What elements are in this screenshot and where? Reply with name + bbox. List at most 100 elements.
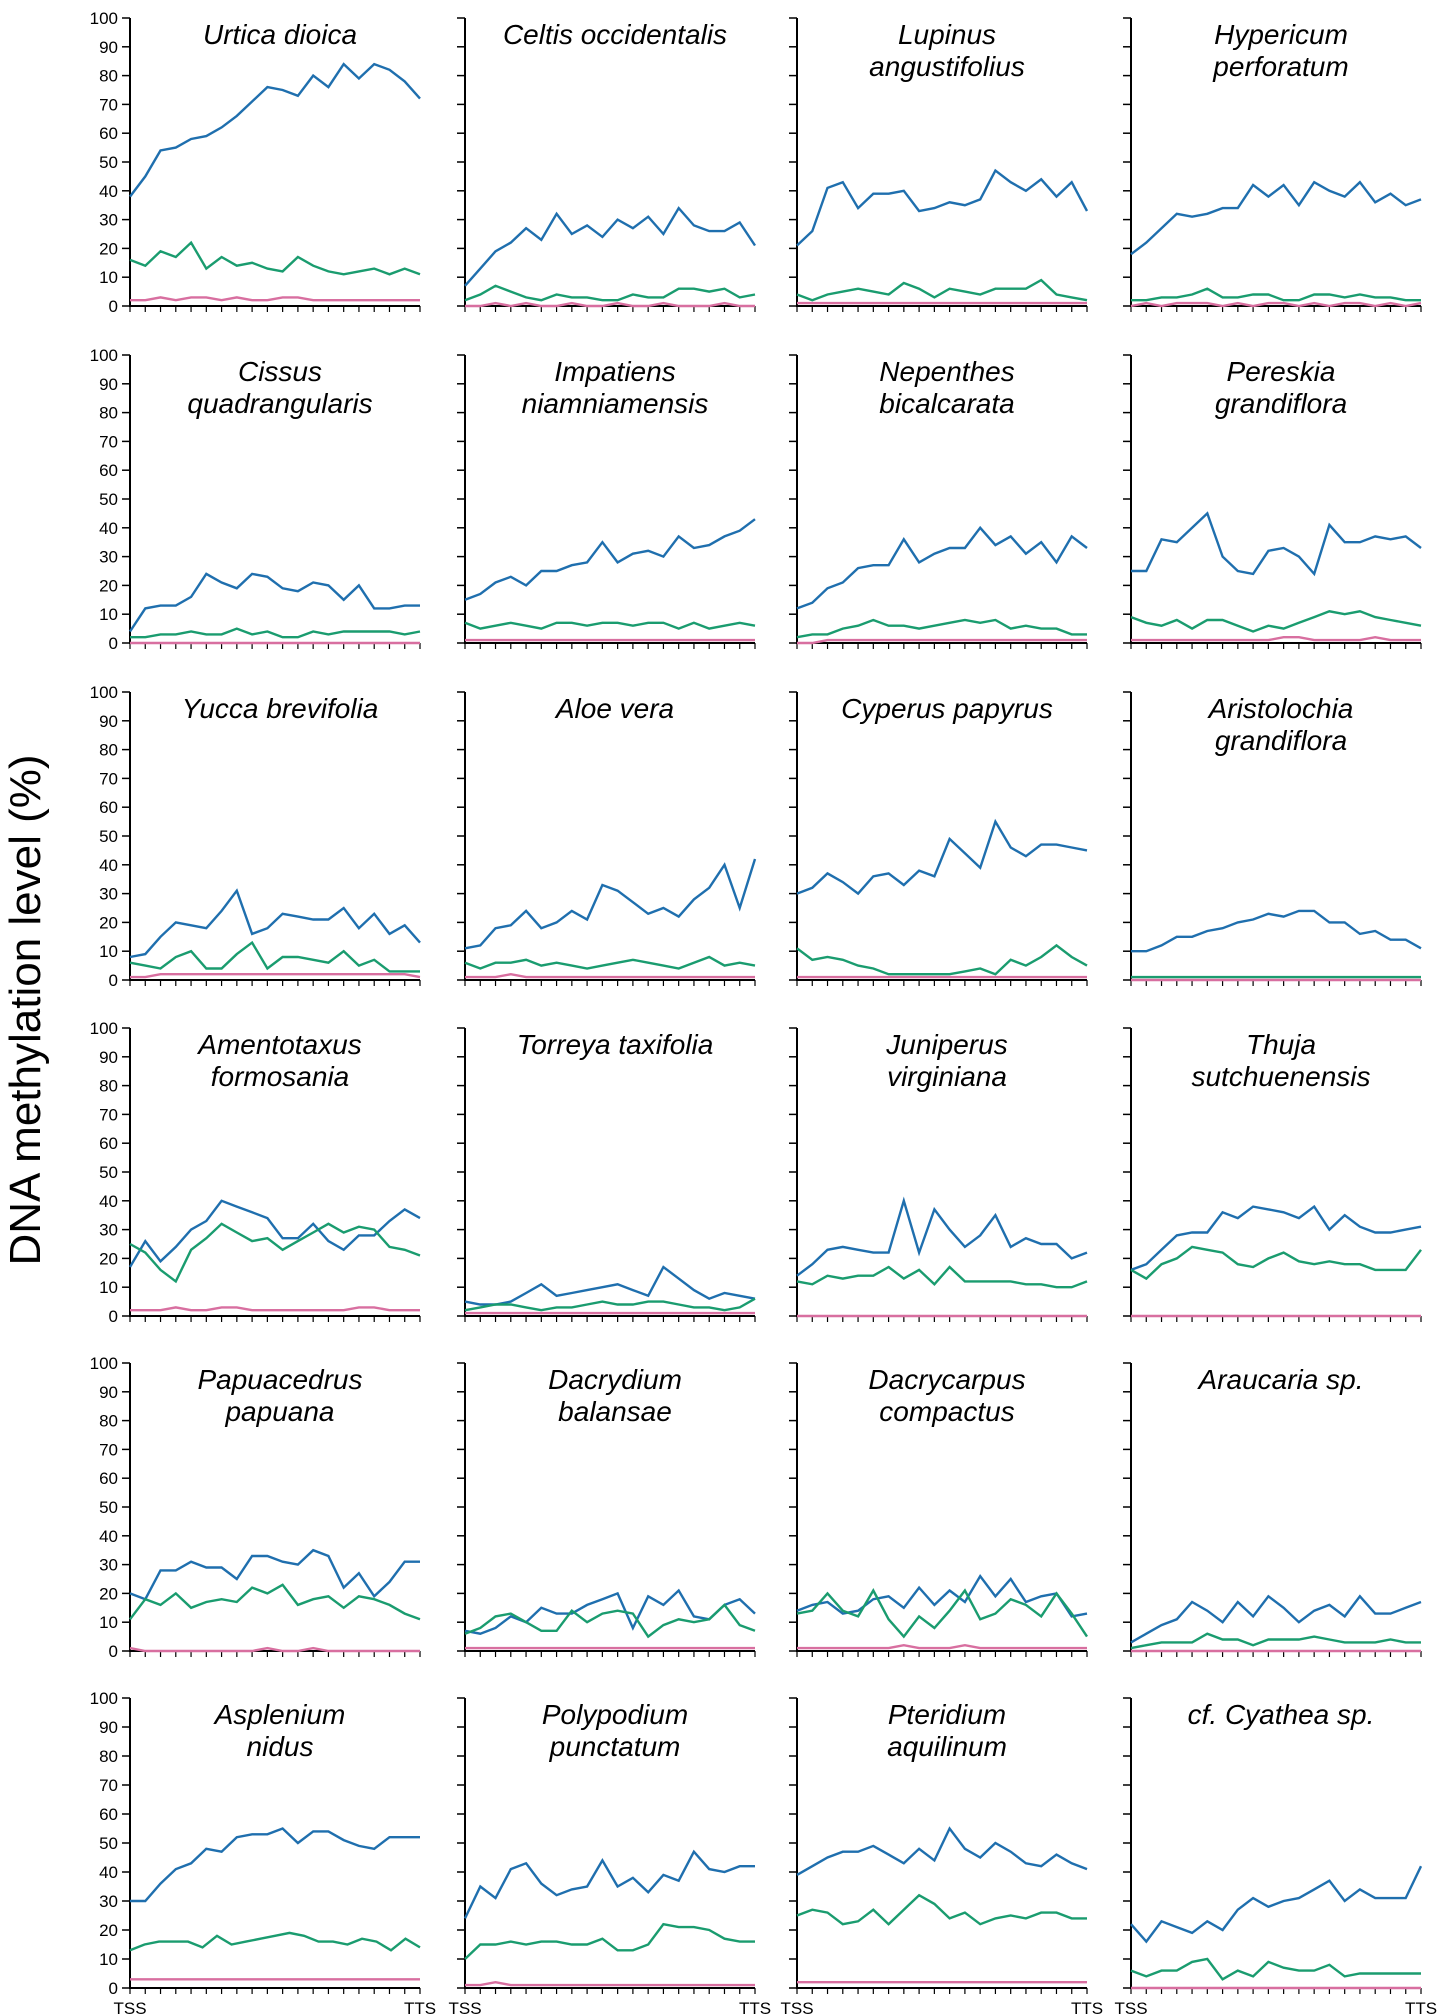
series-line (464, 1603, 756, 1639)
panel-title: Cyperus papyrus (841, 693, 1053, 724)
y-tick-label: 60 (99, 124, 118, 143)
x-tick-label-tss: TSS (1114, 1999, 1147, 2015)
panel-title: Amentotaxus formosania (196, 1029, 361, 1092)
y-tick-label: 70 (99, 1440, 118, 1459)
y-tick-label: 50 (99, 1163, 118, 1182)
panel: 0 10 20 30 40 50 60 70 80 90 100 TSS TTS Asplenium nid… (90, 1689, 436, 2015)
y-tick-label: 40 (99, 856, 118, 875)
y-tick-label: 30 (99, 885, 118, 904)
panel: Celtis occidentalis (457, 17, 756, 312)
y-tick-label: 40 (99, 182, 118, 201)
series-line (129, 240, 421, 276)
y-tick-label: 10 (99, 1278, 118, 1297)
y-tick-label: 0 (109, 971, 118, 990)
y-tick-label: 0 (109, 634, 118, 653)
series-line (465, 972, 755, 979)
series-line (796, 1588, 1088, 1639)
panel-title: Hypericum perforatum (1212, 19, 1348, 82)
panel: 0 10 20 30 40 50 60 70 80 90 100 Urtica dioica (90, 9, 421, 316)
y-tick-label: 0 (109, 1307, 118, 1326)
y-tick-label: 90 (99, 1048, 118, 1067)
panel: 0 10 20 30 40 50 60 70 80 90 100 Yucca brevifolia (90, 683, 421, 990)
y-tick-label: 90 (99, 1718, 118, 1737)
y-tick-label: 60 (99, 798, 118, 817)
series-line (129, 1583, 421, 1621)
series-line (129, 1931, 421, 1952)
series-line (129, 888, 421, 959)
panel-title: Papuacedrus papuana (197, 1364, 362, 1427)
panel-title: Celtis occidentalis (503, 19, 727, 50)
panel: Juniperus virginiana (789, 1027, 1088, 1322)
y-tick-label: 50 (99, 1498, 118, 1517)
panel-title: Nepenthes bicalcarata (879, 356, 1014, 419)
y-tick-label: 100 (90, 1019, 118, 1038)
y-tick-label: 40 (99, 1527, 118, 1546)
series-line (796, 818, 1088, 896)
panel: TSS TTS cf. Cyathea sp. (1114, 1697, 1437, 2015)
y-tick-label: 90 (99, 38, 118, 57)
y-tick-label: 0 (109, 1979, 118, 1998)
series-line (796, 1573, 1088, 1618)
y-tick-label: 100 (90, 683, 118, 702)
x-tick-label-tts: TTS (1405, 1999, 1437, 2015)
series-line (128, 1199, 421, 1268)
y-tick-label: 90 (99, 375, 118, 394)
panel: Dacrycarpus compactus (789, 1362, 1088, 1657)
series-line (1131, 511, 1422, 577)
y-tick-label: 70 (99, 1776, 118, 1795)
panel-title: Dacrydium balansae (548, 1364, 682, 1427)
y-axis-label: DNA methylation level (%) (1, 754, 50, 1265)
panel-title: Aloe vera (554, 693, 674, 724)
y-tick-label: 20 (99, 1249, 118, 1268)
panel-title: Impatiens niamniamensis (522, 356, 709, 419)
series-line (1130, 1245, 1422, 1281)
panel: Aristolochia grandiflora (1123, 691, 1422, 986)
series-line (796, 1826, 1088, 1876)
y-tick-label: 80 (99, 404, 118, 423)
series-line (797, 638, 1087, 645)
panel: Aloe vera (457, 691, 757, 986)
y-tick-label: 20 (99, 913, 118, 932)
y-tick-label: 30 (99, 548, 118, 567)
x-tick-label-tss: TSS (113, 1999, 146, 2015)
series-line (129, 1222, 421, 1284)
series-line (796, 618, 1087, 639)
series-line (464, 1297, 756, 1312)
y-tick-label: 100 (90, 1354, 118, 1373)
y-tick-label: 40 (99, 1863, 118, 1882)
y-tick-label: 20 (99, 1921, 118, 1940)
series-line (130, 627, 421, 639)
panel-title: Yucca brevifolia (182, 693, 379, 724)
y-tick-label: 40 (99, 519, 118, 538)
series-line (129, 1646, 420, 1653)
panel: Hypericum perforatum (1123, 17, 1422, 312)
y-tick-label: 70 (99, 95, 118, 114)
series-line (465, 301, 755, 308)
series-line (796, 278, 1088, 302)
y-tick-label: 60 (99, 1469, 118, 1488)
y-tick-label: 50 (99, 827, 118, 846)
x-tick-label-tts: TTS (739, 1999, 771, 2015)
panel: 0 10 20 30 40 50 60 70 80 90 100 Papuacedrus papuana (90, 1354, 421, 1661)
y-tick-label: 40 (99, 1192, 118, 1211)
y-tick-label: 10 (99, 1950, 118, 1969)
y-tick-label: 80 (99, 67, 118, 86)
series-line (1130, 1204, 1422, 1272)
y-tick-label: 70 (99, 1105, 118, 1124)
y-tick-label: 10 (99, 1613, 118, 1632)
panel-title: Cissus quadrangularis (187, 356, 372, 419)
series-line (797, 1643, 1087, 1650)
series-line (463, 1849, 755, 1919)
y-tick-label: 30 (99, 1556, 118, 1575)
y-tick-label: 60 (99, 1805, 118, 1824)
series-line (1131, 287, 1421, 302)
series-line (129, 940, 420, 973)
y-tick-label: 100 (90, 9, 118, 28)
series-line (464, 1922, 755, 1960)
panel: Lupinus angustifolius (789, 17, 1089, 312)
panel-title: Torreya taxifolia (517, 1029, 714, 1060)
series-line (796, 1265, 1088, 1289)
panel-title: cf. Cyathea sp. (1188, 1699, 1375, 1730)
y-tick-label: 10 (99, 942, 118, 961)
y-tick-label: 100 (90, 346, 118, 365)
